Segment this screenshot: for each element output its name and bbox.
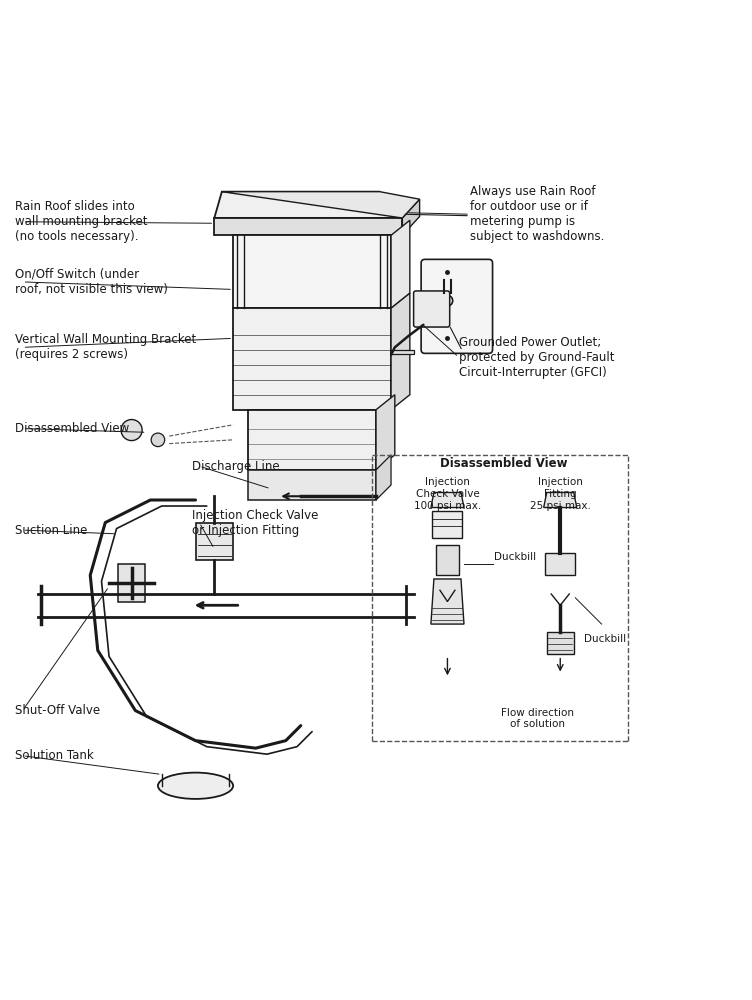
- Polygon shape: [432, 511, 462, 538]
- Text: Suction Line: Suction Line: [15, 524, 87, 537]
- Polygon shape: [376, 395, 395, 470]
- Text: Shut-Off Valve: Shut-Off Valve: [15, 704, 100, 717]
- Polygon shape: [402, 199, 420, 235]
- Ellipse shape: [158, 773, 233, 799]
- Polygon shape: [391, 220, 410, 308]
- Text: Injection Check Valve
or Injection Fitting: Injection Check Valve or Injection Fitti…: [192, 509, 318, 537]
- Polygon shape: [222, 192, 420, 218]
- Text: Disassembled View: Disassembled View: [440, 457, 568, 470]
- Polygon shape: [391, 350, 414, 354]
- Polygon shape: [248, 410, 376, 470]
- Polygon shape: [376, 455, 391, 500]
- Polygon shape: [233, 235, 391, 308]
- Polygon shape: [436, 545, 459, 575]
- Text: Flow direction
of solution: Flow direction of solution: [501, 708, 575, 729]
- Polygon shape: [248, 470, 376, 500]
- Polygon shape: [214, 218, 402, 235]
- Text: Always use Rain Roof
for outdoor use or if
metering pump is
subject to washdowns: Always use Rain Roof for outdoor use or …: [470, 185, 605, 243]
- FancyBboxPatch shape: [421, 259, 493, 353]
- Polygon shape: [391, 293, 410, 410]
- Circle shape: [151, 433, 165, 447]
- Polygon shape: [196, 523, 233, 560]
- Polygon shape: [544, 492, 577, 508]
- Text: Grounded Power Outlet;
protected by Ground-Fault
Circuit-Interrupter (GFCI): Grounded Power Outlet; protected by Grou…: [459, 336, 614, 379]
- Polygon shape: [431, 579, 464, 624]
- Polygon shape: [233, 308, 391, 410]
- Text: Duckbill: Duckbill: [584, 634, 626, 644]
- Text: Injection
Check Valve
100 psi max.: Injection Check Valve 100 psi max.: [414, 477, 481, 511]
- Polygon shape: [545, 553, 575, 575]
- Text: On/Off Switch (under
roof, not visible this view): On/Off Switch (under roof, not visible t…: [15, 268, 168, 296]
- Text: Rain Roof slides into
wall mounting bracket
(no tools necessary).: Rain Roof slides into wall mounting brac…: [15, 200, 147, 243]
- Polygon shape: [431, 492, 464, 508]
- Text: Injection
Fitting
25 psi max.: Injection Fitting 25 psi max.: [530, 477, 590, 511]
- FancyBboxPatch shape: [414, 291, 450, 327]
- Polygon shape: [118, 564, 145, 602]
- Text: Disassembled View: Disassembled View: [15, 422, 129, 435]
- Text: Discharge Line: Discharge Line: [192, 460, 280, 473]
- Text: Solution Tank: Solution Tank: [15, 749, 94, 762]
- Polygon shape: [547, 632, 574, 654]
- Text: Duckbill: Duckbill: [494, 552, 536, 562]
- Polygon shape: [214, 192, 402, 218]
- Text: Vertical Wall Mounting Bracket
(requires 2 screws): Vertical Wall Mounting Bracket (requires…: [15, 333, 196, 361]
- Circle shape: [121, 420, 142, 441]
